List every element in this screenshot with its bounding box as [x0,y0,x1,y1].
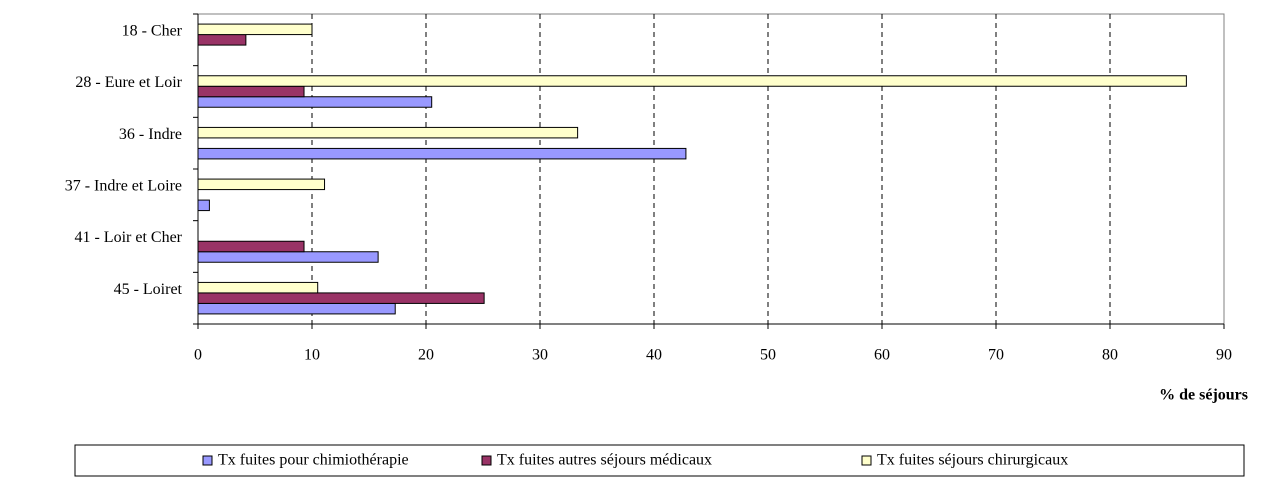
x-axis-label: % de séjours [1159,387,1248,404]
bar [197,251,379,263]
bar [197,281,319,294]
x-tick-label: 30 [532,347,548,364]
y-tick-label: 18 - Cher [122,23,183,40]
bar [197,96,433,108]
x-tick-label: 60 [874,347,890,364]
y-tick-label: 37 - Indre et Loire [65,178,182,195]
bar [197,85,305,98]
x-tick-label: 40 [646,347,662,364]
bar [197,147,687,160]
x-tick-label: 10 [304,347,320,364]
x-tick-label: 90 [1216,347,1232,364]
x-tick-label: 80 [1102,347,1118,364]
plot-border [197,13,1225,325]
x-tick-label: 0 [194,347,202,364]
legend-label: Tx fuites séjours chirurgicaux [877,452,1068,469]
x-tick-label: 50 [760,347,776,364]
bar [197,199,210,212]
legend-box [74,444,1245,477]
bar [197,34,247,46]
bar [197,178,326,191]
legend-swatch [861,455,872,466]
y-tick-label: 36 - Indre [119,126,182,143]
legend-label: Tx fuites autres séjours médicaux [497,452,712,469]
bar [197,126,579,139]
bar [197,75,1187,87]
legend-label: Tx fuites pour chimiothérapie [218,452,409,469]
y-tick-label: 28 - Eure et Loir [75,74,182,91]
x-tick-label: 70 [988,347,1004,364]
bar [197,292,485,304]
y-tick-label: 45 - Loiret [114,281,183,298]
x-tick-label: 20 [418,347,434,364]
bar [197,302,396,315]
legend-swatch [202,455,213,466]
legend-swatch [481,455,492,466]
bar [197,23,313,36]
bar [197,240,305,253]
y-tick-label: 41 - Loir et Cher [74,229,182,246]
